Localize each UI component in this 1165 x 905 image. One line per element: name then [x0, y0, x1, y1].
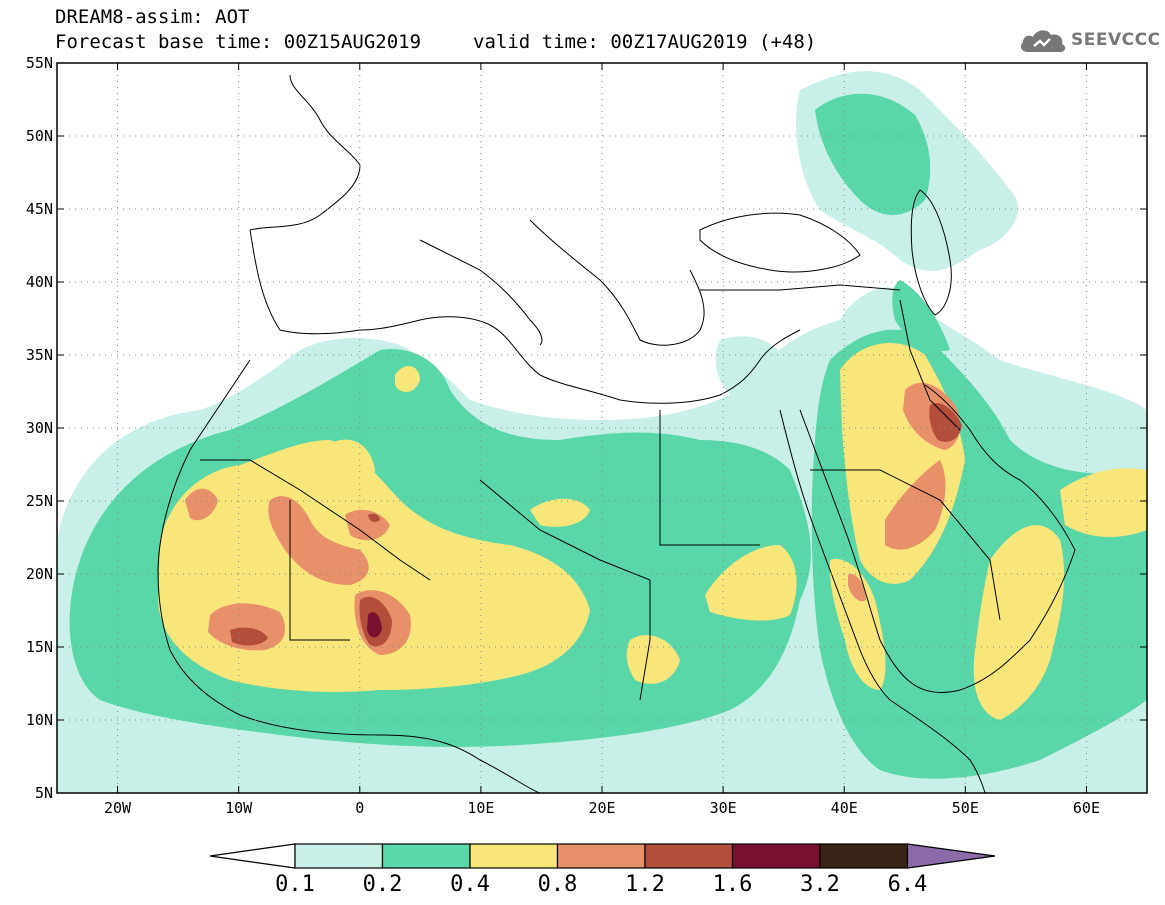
aot-area-mali-small	[368, 513, 380, 523]
colorbar-swatch	[469, 843, 559, 869]
border-niger-chad	[479, 479, 651, 581]
colorbar-under-triangle	[209, 843, 296, 869]
aot-area-morocco	[395, 365, 420, 392]
coastline-italy	[419, 239, 543, 346]
border-iran-iraq	[899, 299, 961, 431]
lat-label: 30N	[26, 419, 53, 437]
lat-label: 40N	[26, 273, 53, 291]
colorbar-swatch	[294, 843, 384, 869]
aot-area-mauritania	[185, 488, 218, 521]
coastlines-borders	[157, 74, 1076, 793]
border-saudi	[810, 469, 1001, 621]
aot-area-mali-peak	[230, 627, 268, 646]
aot-area-gulf-peak	[929, 402, 962, 442]
lon-label: 60E	[1073, 799, 1100, 817]
coastline-west-africa	[157, 359, 541, 793]
coastline-red-sea	[779, 409, 891, 701]
lat-label: 15N	[26, 638, 53, 656]
lat-label: 20N	[26, 565, 53, 583]
border-turkey	[700, 284, 901, 291]
lon-label: 50E	[952, 799, 979, 817]
lon-label: 30E	[710, 799, 737, 817]
colorbar-swatch	[556, 843, 646, 869]
cloud-logo-icon	[1020, 30, 1066, 52]
seevccc-logo: SEEVCCC	[1018, 25, 1161, 55]
colorbar-label: 0.4	[450, 872, 490, 897]
aot-level-1.6-3.2	[367, 612, 382, 638]
lon-label: 20E	[588, 799, 615, 817]
aot-area-saudi	[885, 460, 946, 550]
lat-label: 45N	[26, 200, 53, 218]
lat-label: 35N	[26, 346, 53, 364]
coastline-balkans	[529, 219, 705, 346]
aot-area-caspian	[815, 93, 931, 215]
lat-label: 50N	[26, 127, 53, 145]
aot-area-red-sea	[829, 559, 886, 690]
aot-level-0.8-1.2	[185, 382, 961, 655]
lat-label: 5N	[35, 784, 53, 802]
product-title: DREAM8-assim: AOT	[55, 6, 250, 28]
colorbar-label: 3.2	[800, 872, 840, 897]
valid-time: valid time: 00Z17AUG2019 (+48)	[473, 31, 817, 53]
axis-ticks: 20W 10W 0 10E 20E 30E 40E 50E 60E 55N 50N 45N 40N 35N…	[26, 54, 1147, 817]
colorbar-swatch	[381, 843, 471, 869]
lat-label: 55N	[26, 54, 53, 72]
colorbar-label: 6.4	[888, 872, 928, 897]
border-libya-egypt	[659, 410, 760, 546]
coastline-arabia	[799, 384, 1076, 694]
lat-label: 25N	[26, 492, 53, 510]
border-mali-niger	[289, 500, 350, 641]
colorbar-swatch	[731, 843, 821, 869]
aot-area-mali-north	[317, 439, 375, 504]
aot-area-iran-coast	[1060, 468, 1147, 537]
border-algeria-mali	[200, 459, 431, 581]
aot-area-levant	[715, 336, 790, 397]
lon-label: 10E	[467, 799, 494, 817]
lat-label: 10N	[26, 711, 53, 729]
lon-label: 10W	[225, 799, 253, 817]
aot-area-mali-east	[268, 496, 369, 585]
coastline-horn	[889, 699, 986, 793]
colorbar-over-triangle	[906, 843, 996, 869]
lon-label: 0	[355, 799, 364, 817]
border-chad-sudan	[639, 580, 651, 701]
colorbar-label: 0.8	[538, 872, 578, 897]
lon-label: 40E	[831, 799, 858, 817]
colorbar-label: 0.2	[363, 872, 403, 897]
base-time: Forecast base time: 00Z15AUG2019	[55, 31, 422, 53]
aot-area-chad	[626, 635, 680, 684]
colorbar-swatch	[644, 843, 734, 869]
colorbar-label: 1.6	[713, 872, 753, 897]
logo-text: SEEVCCC	[1071, 30, 1161, 50]
aot-area-red-sea-coast	[848, 574, 866, 602]
aot-area-libya	[530, 498, 590, 527]
time-info: Forecast base time: 00Z15AUG2019 valid ti…	[55, 31, 816, 53]
coastline-caspian	[910, 189, 952, 316]
colorbar-label: 0.1	[275, 872, 315, 897]
colorbar: 0.1 0.2 0.4 0.8 1.2 1.6 3.2 6.4	[209, 843, 996, 897]
lon-label: 20W	[104, 799, 132, 817]
aot-area-sudan	[705, 545, 797, 621]
aot-area-max	[367, 612, 382, 638]
coastline-black-sea	[699, 212, 861, 273]
colorbar-swatch	[819, 843, 909, 869]
colorbar-label: 1.2	[625, 872, 665, 897]
